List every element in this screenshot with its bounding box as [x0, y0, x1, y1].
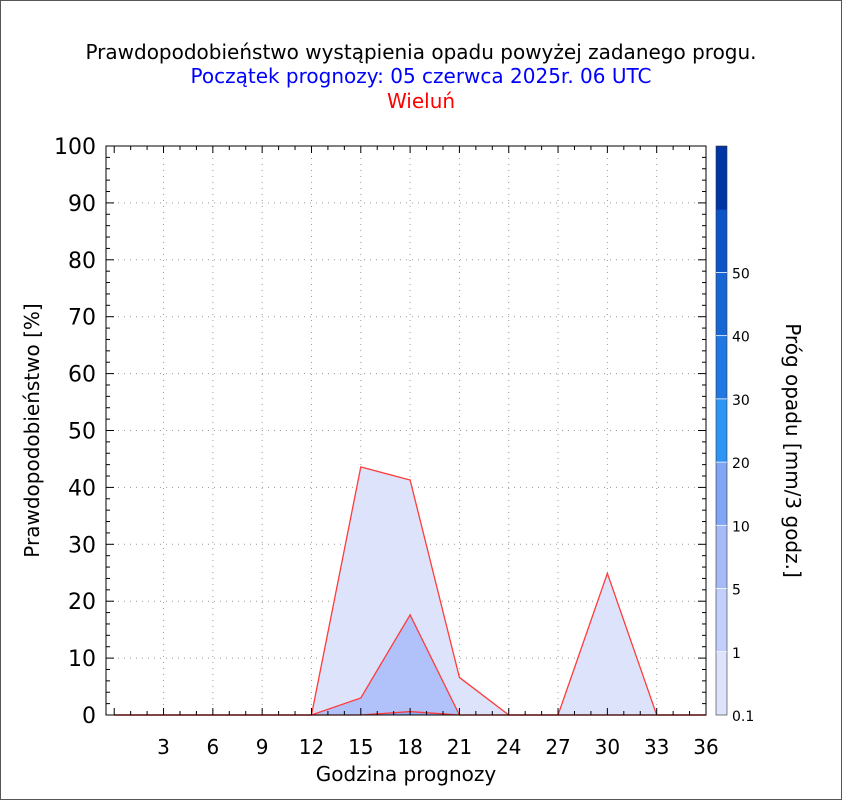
colorbar-frame [715, 145, 728, 716]
x-axis-title: Godzina prognozy [316, 762, 497, 786]
x-tick-label: 9 [256, 735, 269, 759]
colorbar-label: 5 [732, 583, 741, 599]
colorbar-label: 40 [732, 330, 750, 346]
chart-title: Prawdopodobieństwo wystąpienia opadu pow… [85, 40, 757, 64]
y-tick-label: 10 [68, 647, 96, 672]
x-tick-label: 18 [397, 735, 422, 759]
colorbar-label: 10 [732, 519, 750, 535]
y-tick-label: 100 [54, 135, 96, 160]
colorbar-segment [716, 588, 727, 653]
colorbar-segment [716, 272, 727, 337]
y-tick-label: 90 [68, 192, 96, 217]
x-tick-label: 33 [644, 735, 669, 759]
y-tick-label: 20 [68, 590, 96, 615]
colorbar-label: 50 [732, 266, 750, 282]
x-tick-label: 6 [206, 735, 219, 759]
y-tick-label: 80 [68, 249, 96, 274]
colorbar-label: 30 [732, 393, 750, 409]
x-tick-label: 12 [299, 735, 324, 759]
area-threshold-0.1 [114, 466, 706, 715]
y-tick-label: 60 [68, 363, 96, 388]
y-tick-label: 30 [68, 533, 96, 558]
y-axis: 0 10 20 30 40 50 60 70 80 90 100 Prawdopodobieństwo… [20, 135, 706, 729]
forecast-start-subtitle: Początek prognozy: 05 czerwca 2025r. 06 … [190, 64, 652, 88]
area-threshold-1 [114, 614, 706, 715]
y-tick-label: 50 [68, 420, 96, 445]
y-tick-label: 40 [68, 476, 96, 501]
x-tick-label: 36 [693, 735, 718, 759]
colorbar-segment [716, 651, 727, 716]
x-tick-label: 30 [595, 735, 620, 759]
x-tick-label: 15 [348, 735, 373, 759]
colorbar-segment [716, 146, 727, 210]
colorbar-segment [716, 462, 727, 526]
colorbar-title: Próg opadu [mm/3 godz.] [781, 323, 805, 578]
area-series [114, 466, 706, 716]
colorbar-segment [716, 335, 727, 400]
colorbar-segment [716, 209, 727, 273]
y-tick-label: 0 [82, 704, 96, 729]
colorbar-segment [716, 525, 727, 590]
colorbar-segment [716, 398, 727, 463]
x-tick-label: 24 [496, 735, 521, 759]
colorbar-label: 1 [732, 646, 741, 662]
y-axis-title: Prawdopodobieństwo [%] [20, 303, 44, 557]
colorbar-label: 0.1 [732, 709, 754, 725]
y-tick-label: 70 [68, 306, 96, 331]
x-tick-label: 21 [447, 735, 472, 759]
x-tick-label: 27 [545, 735, 570, 759]
x-tick-label: 3 [157, 735, 170, 759]
colorbar: 0.1 1 5 10 20 30 40 50 Próg opadu [mm/3 godz.] [715, 145, 805, 725]
colorbar-label: 20 [732, 456, 750, 472]
station-name: Wieluń [386, 89, 456, 113]
